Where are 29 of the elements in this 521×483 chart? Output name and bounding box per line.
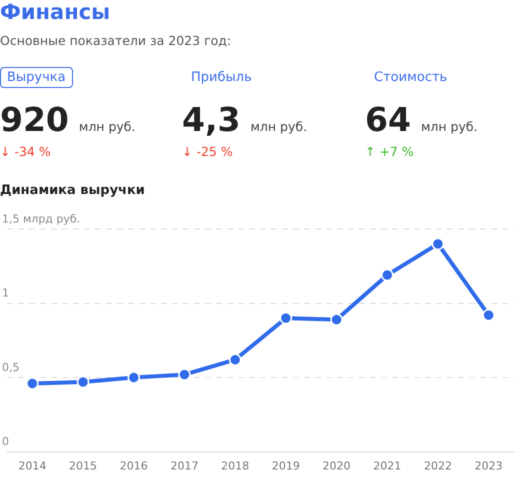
text: Финансы <box>0 0 110 24</box>
x-tick-label: 2022 <box>424 459 452 472</box>
y-tick-label: 0 <box>2 435 9 448</box>
x-tick-label: 2015 <box>69 459 98 472</box>
chart-title: Динамика выручки <box>0 183 145 198</box>
text: млн руб. <box>250 119 308 134</box>
text: 64 <box>365 100 411 139</box>
x-tick-label: 2020 <box>322 459 351 472</box>
text: Основные показатели за 2023 год: <box>0 33 232 48</box>
text: млн руб. <box>78 119 136 134</box>
x-tick-label: 2016 <box>120 459 148 472</box>
text: ↑ +7 % <box>365 144 414 159</box>
y-tick-label: 0,5 <box>2 360 20 374</box>
y-tick-label: 1,5 млрд руб. <box>2 212 80 226</box>
x-tick-label: 2014 <box>18 459 46 472</box>
text: Стоимость <box>373 69 448 87</box>
text: ↓ -34 % <box>0 144 51 159</box>
text: 920 <box>0 100 69 139</box>
text: Прибыль <box>190 69 253 87</box>
x-tick-label: 2017 <box>170 459 198 472</box>
text: ↓ -25 % <box>182 144 233 159</box>
x-tick-label: 2023 <box>474 459 503 472</box>
x-tick-label: 2019 <box>272 459 300 472</box>
x-tick-label: 2018 <box>221 459 250 472</box>
x-tick-label: 2021 <box>373 459 402 472</box>
text: Выручка <box>0 67 73 88</box>
text: млн руб. <box>420 119 478 134</box>
y-tick-label: 1 <box>2 286 9 300</box>
text: 4,3 <box>182 100 240 139</box>
